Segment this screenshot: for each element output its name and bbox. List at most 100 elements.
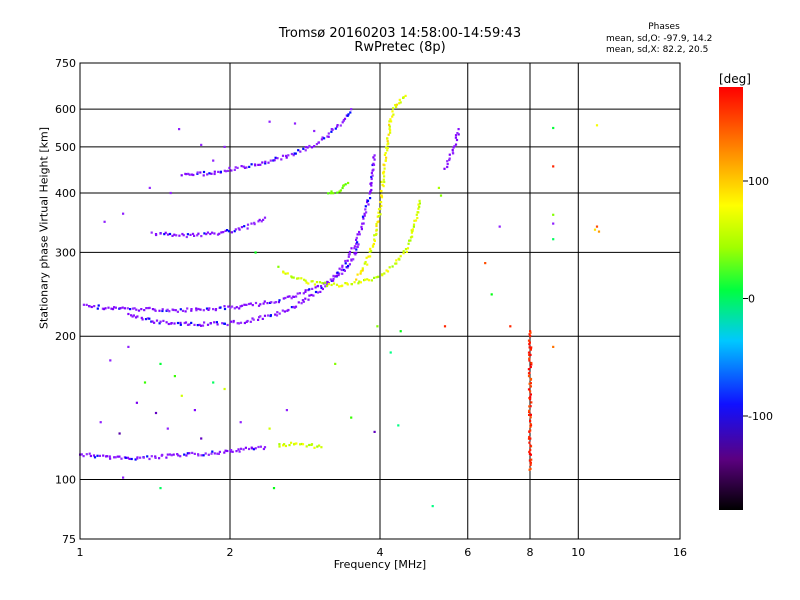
data-point: [375, 223, 378, 226]
data-point: [316, 285, 319, 288]
data-point: [451, 148, 454, 152]
data-point: [350, 258, 353, 261]
data-point: [337, 274, 340, 277]
data-point: [448, 153, 451, 156]
data-point: [188, 323, 191, 326]
data-point: [148, 306, 151, 309]
data-point: [330, 283, 333, 287]
data-point: [527, 437, 531, 440]
data-point: [263, 216, 267, 219]
data-point: [124, 456, 127, 459]
data-point: [267, 314, 270, 317]
data-point: [370, 175, 373, 179]
data-point: [352, 258, 355, 261]
data-point: [128, 457, 131, 460]
data-point: [210, 172, 213, 175]
data-point: [370, 279, 373, 282]
data-point: [315, 143, 318, 146]
data-point: [386, 140, 389, 143]
x-tick-label: 8: [527, 546, 534, 559]
data-point: [299, 443, 302, 446]
data-point: [373, 154, 376, 157]
data-point: [312, 294, 315, 297]
data-point: [399, 255, 402, 258]
data-point: [313, 283, 316, 286]
data-point: [216, 452, 219, 455]
data-points: [79, 94, 601, 508]
data-point: [251, 317, 254, 320]
data-point: [187, 172, 190, 175]
data-point: [362, 217, 365, 220]
data-point: [395, 105, 398, 108]
data-point: [282, 271, 285, 274]
data-point: [348, 263, 351, 266]
data-point: [167, 322, 170, 326]
data-point: [96, 454, 99, 457]
data-point: [552, 165, 555, 168]
data-point: [383, 164, 386, 167]
data-point: [303, 278, 306, 281]
data-point: [207, 453, 210, 456]
data-point: [304, 149, 307, 152]
data-point: [363, 214, 366, 217]
data-point: [203, 232, 206, 235]
data-point: [529, 393, 532, 396]
data-point: [355, 251, 358, 254]
data-point: [395, 259, 398, 262]
data-point: [218, 450, 221, 453]
data-point: [129, 308, 132, 311]
data-point: [209, 232, 212, 236]
data-point: [529, 467, 532, 470]
data-point: [370, 177, 373, 181]
data-point: [224, 229, 227, 232]
data-point: [127, 345, 130, 348]
data-point: [212, 159, 215, 162]
data-point: [196, 234, 199, 237]
data-point: [159, 320, 162, 323]
data-point: [191, 451, 194, 454]
data-point: [200, 454, 203, 457]
data-point: [406, 247, 410, 250]
data-point: [150, 455, 153, 458]
data-point: [193, 323, 196, 326]
data-point: [318, 281, 322, 284]
data-point: [364, 205, 367, 208]
data-point: [190, 308, 193, 311]
data-point: [229, 320, 233, 323]
data-point: [268, 427, 271, 430]
data-point: [341, 266, 344, 269]
data-point: [509, 325, 512, 328]
data-point: [130, 457, 133, 461]
data-point: [90, 305, 93, 309]
data-point: [528, 413, 531, 416]
data-point: [390, 120, 393, 123]
data-point: [193, 234, 196, 237]
data-point: [310, 146, 314, 149]
data-point: [278, 443, 281, 446]
data-point: [219, 170, 222, 173]
data-point: [252, 318, 255, 321]
data-point: [530, 361, 533, 365]
data-point: [162, 319, 165, 322]
data-point: [82, 455, 85, 458]
data-point: [159, 232, 162, 235]
data-point: [89, 454, 92, 458]
data-point: [338, 285, 341, 288]
data-point: [295, 295, 298, 298]
data-point: [257, 445, 260, 449]
data-point: [346, 259, 349, 262]
data-point: [120, 457, 123, 460]
data-point: [99, 421, 102, 424]
data-point: [253, 223, 256, 226]
data-point: [367, 203, 370, 206]
data-point: [398, 98, 401, 101]
data-point: [363, 278, 367, 281]
data-point: [308, 288, 311, 291]
data-point: [339, 189, 342, 192]
data-point: [119, 307, 122, 310]
x-axis-label: Frequency [MHz]: [333, 558, 427, 571]
data-point: [293, 442, 296, 445]
data-point: [411, 230, 414, 233]
data-point: [448, 158, 451, 162]
data-point: [358, 230, 361, 234]
